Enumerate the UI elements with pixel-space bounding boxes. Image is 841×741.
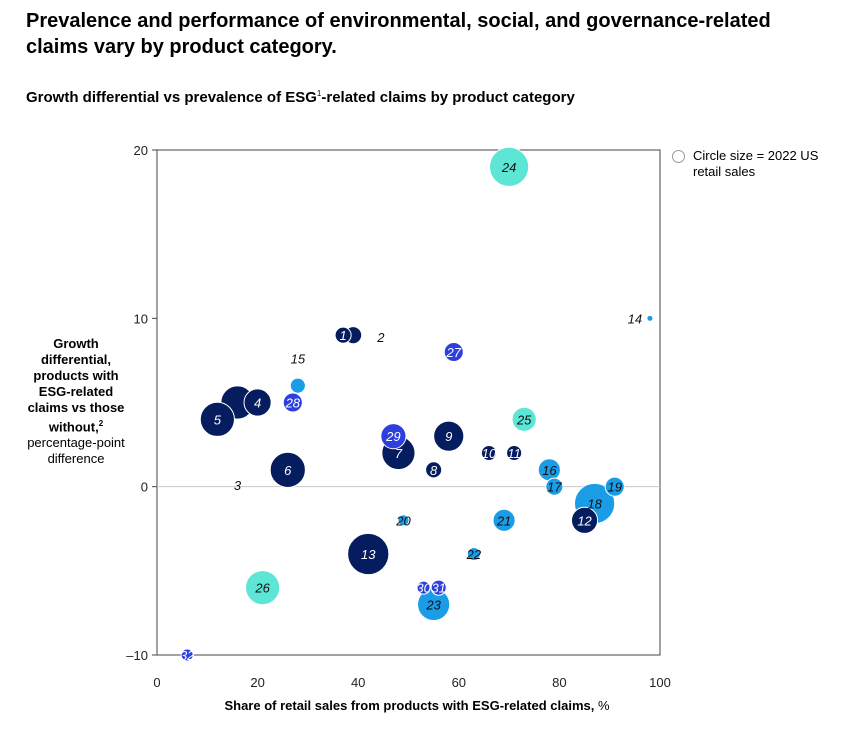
bubble-label-12: 12 [577, 513, 592, 528]
bubble-30 [416, 580, 431, 595]
bubble-label-9: 9 [445, 429, 452, 444]
bubble-label-32: 32 [180, 648, 195, 663]
bubble-label-8: 8 [430, 463, 438, 478]
bubble-9 [433, 420, 465, 452]
bubble-label-7: 7 [395, 446, 403, 461]
bubble-11 [506, 444, 523, 462]
bubble-5 [199, 401, 235, 437]
bubble-27 [443, 341, 464, 363]
y-tick-label: –10 [126, 648, 148, 663]
chart-axes: –10 0 10 20 0 20 40 60 80 100 [126, 143, 671, 690]
y-tick-label: 20 [134, 143, 148, 158]
size-legend-text: Circle size = 2022 US retail sales [693, 148, 819, 179]
bubble-21 [492, 508, 516, 532]
bubble-label-13: 13 [361, 547, 376, 562]
x-axis-label: Share of retail sales from products with… [150, 698, 684, 713]
circle-size-icon [672, 150, 685, 163]
bubble-label-15: 15 [291, 352, 306, 367]
x-tick-label: 60 [452, 675, 466, 690]
bubble-label-14: 14 [628, 311, 642, 326]
bubble-29 [380, 423, 407, 450]
bubble-17 [545, 477, 564, 496]
bubble-4 [243, 388, 272, 417]
bubble-label-18: 18 [587, 497, 602, 512]
bubble-label-17: 17 [547, 480, 562, 495]
bubble-label-26: 26 [254, 581, 270, 596]
bubble-20 [397, 514, 410, 527]
x-axis-label-unit: % [597, 698, 610, 713]
bubble-label-22: 22 [466, 547, 482, 562]
bubble-label-25: 25 [516, 412, 532, 427]
bubble-label-2: 2 [376, 330, 385, 345]
bubble-label-16: 16 [542, 463, 557, 478]
x-tick-label: 40 [351, 675, 365, 690]
y-axis-label-bold: Growth differential, products with ESG-r… [27, 336, 125, 435]
bubble-label-5: 5 [214, 412, 222, 427]
bubble-13 [347, 532, 390, 576]
bubble-25 [511, 406, 537, 432]
bubble-label-4: 4 [254, 396, 261, 411]
bubble-10 [480, 444, 498, 462]
bubble-22 [466, 546, 481, 562]
bubble-15 [289, 377, 306, 394]
y-axis-label-unit: percentage-point difference [27, 435, 125, 467]
bubble-12 [570, 506, 599, 534]
page-title: Prevalence and performance of environmen… [26, 10, 771, 58]
y-axis-label: Growth differential, products with ESG-r… [20, 336, 132, 467]
y-axis-footnote-2: 2 [98, 419, 104, 428]
x-axis-label-bold: Share of retail sales from products with… [224, 698, 595, 713]
chart-subtitle: Growth differential vs prevalence of ESG… [26, 89, 575, 106]
bubble-1 [334, 326, 352, 344]
bubble-26 [245, 570, 281, 606]
y-tick-label: 0 [141, 480, 148, 495]
bubble-label-3: 3 [234, 478, 242, 493]
x-tick-label: 100 [649, 675, 671, 690]
plot-frame [156, 149, 661, 656]
bubble-label-29: 29 [385, 429, 400, 444]
subtitle-text: Growth differential vs prevalence of ESG [26, 89, 317, 106]
bubble-31 [430, 579, 447, 596]
bubble-label-23: 23 [425, 598, 441, 613]
bubble-label-31: 31 [431, 581, 445, 596]
bubble-24 [488, 146, 530, 187]
x-tick-label: 0 [153, 675, 160, 690]
bubble-label-24: 24 [501, 160, 516, 175]
bubble-14 [646, 314, 654, 322]
bubble-label-21: 21 [496, 513, 511, 528]
size-legend: Circle size = 2022 US retail sales [672, 148, 828, 180]
bubble-label-10: 10 [482, 446, 497, 461]
y-tick-label: 10 [134, 311, 148, 326]
bubble-32 [180, 648, 194, 662]
subtitle-footnote-1: 1 [316, 89, 322, 98]
bubble-label-28: 28 [285, 396, 301, 411]
bubble-label-20: 20 [395, 513, 411, 528]
bubble-label-19: 19 [607, 480, 621, 495]
bubble-label-11: 11 [507, 446, 521, 461]
bubble-28 [282, 392, 303, 413]
x-tick-label: 20 [250, 675, 264, 690]
bubble-19 [604, 476, 625, 497]
bubble-8 [425, 461, 443, 479]
subtitle-text-tail: -related claims by product category [321, 89, 575, 106]
bubble-label-1: 1 [339, 328, 346, 343]
bubble-label-27: 27 [446, 345, 462, 360]
chart-bubbles [180, 146, 654, 662]
x-tick-label: 80 [552, 675, 566, 690]
bubble-label-6: 6 [284, 463, 292, 478]
bubble-label-30: 30 [416, 581, 431, 596]
bubble-6 [269, 451, 306, 488]
